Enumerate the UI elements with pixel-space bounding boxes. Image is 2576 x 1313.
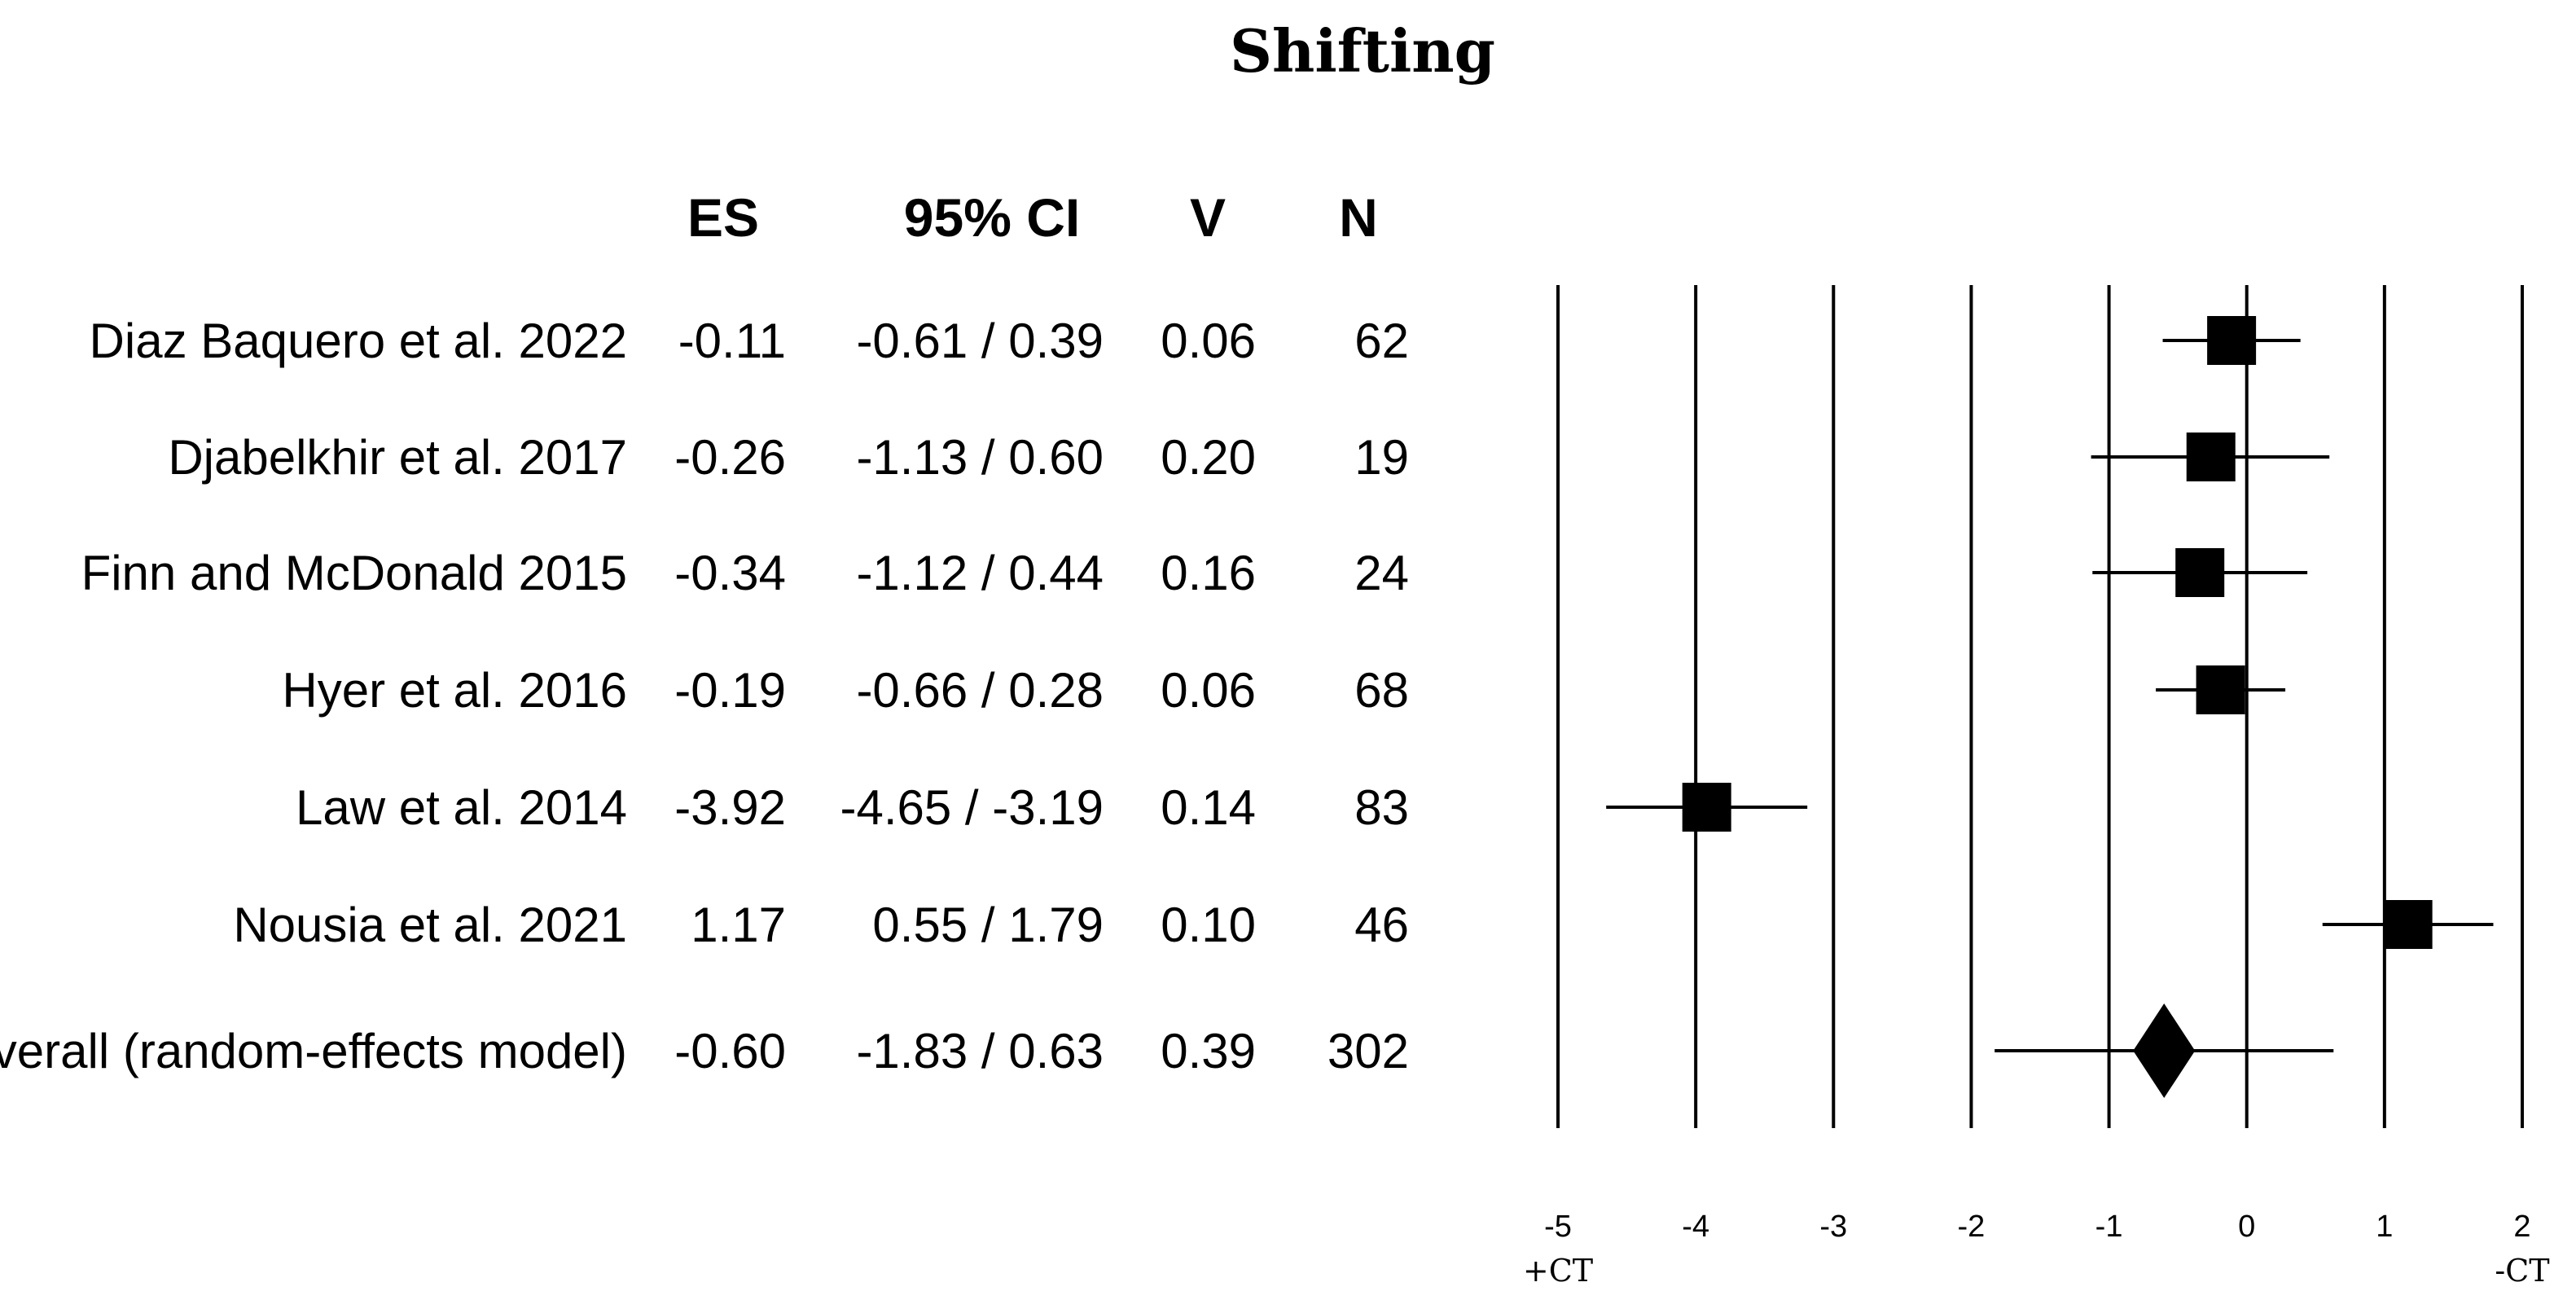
- x-tick-label: 2: [2513, 1210, 2530, 1244]
- study-label: Overall (random-effects model): [0, 1024, 627, 1078]
- ci-value: -0.61 / 0.39: [856, 314, 1104, 368]
- header-n: N: [1339, 187, 1378, 248]
- ci-value: -4.65 / -3.19: [840, 780, 1104, 835]
- es-value: -0.11: [678, 314, 786, 368]
- n-value: 62: [1354, 314, 1409, 368]
- x-tick-label: -5: [1544, 1210, 1572, 1244]
- n-value: 19: [1354, 430, 1409, 485]
- x-tick-label: 0: [2238, 1210, 2255, 1244]
- header-ci: 95% CI: [904, 187, 1080, 248]
- x-tick-label: -1: [2095, 1210, 2123, 1244]
- n-value: 68: [1354, 663, 1409, 718]
- es-value: -0.34: [674, 546, 786, 600]
- v-value: 0.10: [1161, 898, 1256, 952]
- ci-value: -1.13 / 0.60: [856, 430, 1104, 485]
- study-label: Law et al. 2014: [296, 780, 627, 835]
- x-tick-label: -3: [1819, 1210, 1847, 1244]
- ci-value: -1.12 / 0.44: [856, 546, 1104, 600]
- es-value: -0.26: [674, 430, 786, 485]
- v-value: 0.06: [1161, 663, 1256, 718]
- es-value: -0.60: [674, 1024, 786, 1078]
- v-value: 0.39: [1161, 1024, 1256, 1078]
- v-value: 0.14: [1161, 780, 1256, 835]
- x-tick-label: -4: [1682, 1210, 1709, 1244]
- v-value: 0.16: [1161, 546, 1256, 600]
- es-value: -0.19: [674, 663, 786, 718]
- effect-square: [2207, 316, 2257, 365]
- n-value: 302: [1327, 1024, 1409, 1078]
- x-left-label: +CT: [1523, 1253, 1593, 1289]
- header-es: ES: [687, 187, 759, 248]
- n-value: 46: [1354, 898, 1409, 952]
- table-rows: Diaz Baquero et al. 2022 -0.11 -0.61 / 0.3…: [0, 314, 1409, 1078]
- n-value: 83: [1354, 780, 1409, 835]
- study-label: Hyer et al. 2016: [282, 663, 627, 718]
- n-value: 24: [1354, 546, 1409, 600]
- es-value: 1.17: [691, 898, 786, 952]
- header-v: V: [1190, 187, 1226, 248]
- study-label: Nousia et al. 2021: [233, 898, 627, 952]
- v-value: 0.06: [1161, 314, 1256, 368]
- ci-value: -0.66 / 0.28: [856, 663, 1104, 718]
- effect-square: [2383, 900, 2433, 949]
- ci-value: -1.83 / 0.63: [856, 1024, 1104, 1078]
- effect-square: [2186, 433, 2236, 481]
- chart-title: Shifting: [1230, 16, 1495, 86]
- es-value: -3.92: [674, 780, 786, 835]
- study-label: Djabelkhir et al. 2017: [168, 430, 627, 485]
- ci-value: 0.55 / 1.79: [872, 898, 1104, 952]
- x-tick-label: -2: [1958, 1210, 1986, 1244]
- x-right-label: -CT: [2495, 1253, 2549, 1289]
- effect-square: [1682, 783, 1731, 832]
- overall-diamond: [2133, 1003, 2196, 1098]
- effect-square: [2175, 548, 2225, 597]
- x-tick-label: 1: [2376, 1210, 2393, 1244]
- effect-square: [2196, 665, 2245, 714]
- plot-area: -5 -4 -3 -2 -1 0 1 2 +CT -CT: [1523, 285, 2550, 1289]
- v-value: 0.20: [1161, 430, 1256, 485]
- study-label: Diaz Baquero et al. 2022: [90, 314, 627, 368]
- study-label: Finn and McDonald 2015: [81, 546, 627, 600]
